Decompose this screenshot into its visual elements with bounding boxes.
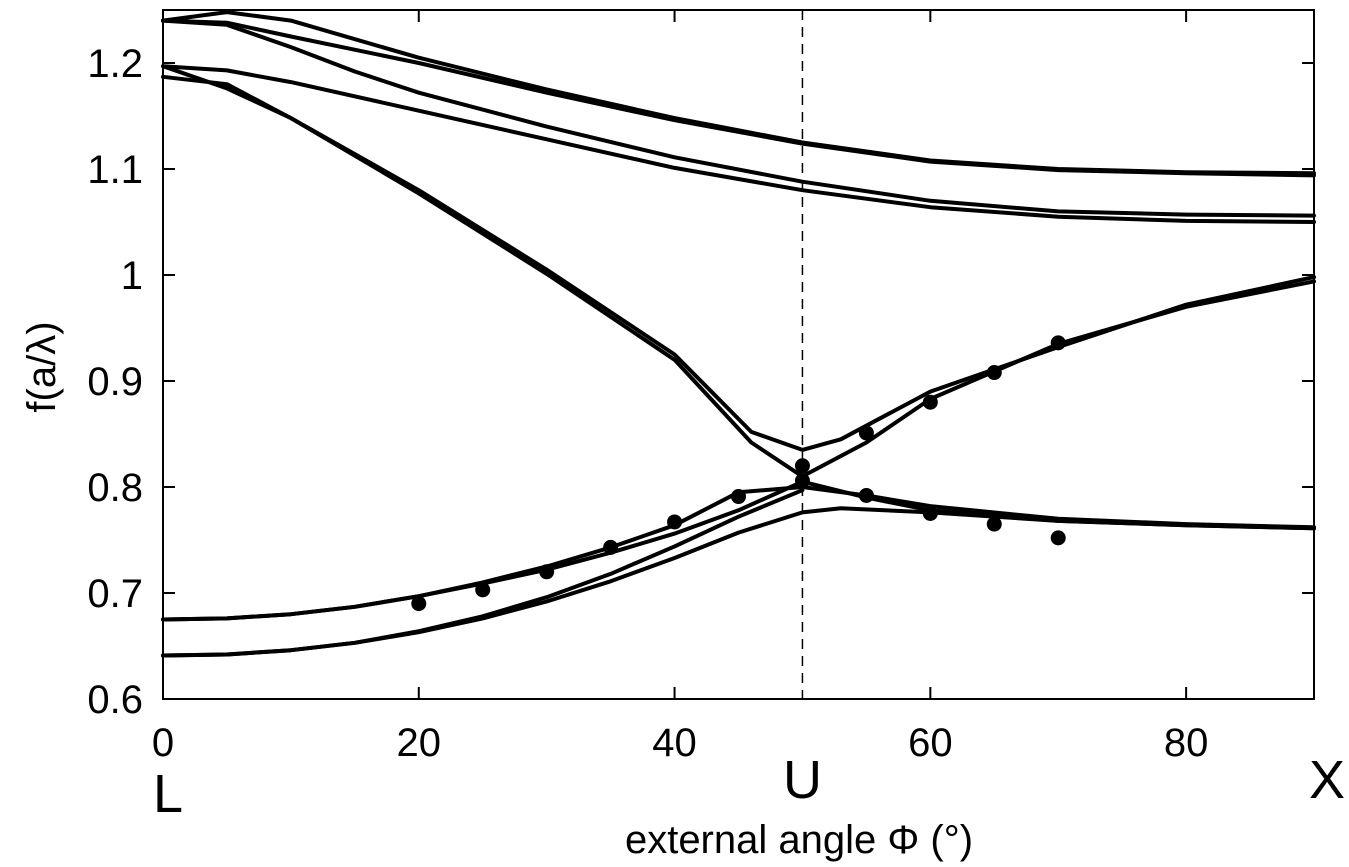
marker-group [411, 335, 1066, 612]
y-axis-ticks: 0.6 0.7 0.8 0.9 1 1.1 1.2 [87, 42, 1314, 722]
series-line-10 [161, 488, 805, 658]
y-tick-label: 0.7 [87, 572, 143, 616]
series-line-6 [161, 64, 1316, 479]
special-point-label-l: L [153, 764, 183, 824]
x-tick-label: 40 [652, 721, 697, 765]
data-marker-13 [986, 365, 1002, 381]
x-tick-label: 60 [908, 721, 953, 765]
special-point-label-u: U [783, 750, 822, 810]
data-marker-16 [1050, 530, 1066, 546]
data-marker-12 [922, 506, 938, 521]
data-marker-6 [731, 489, 746, 505]
y-tick-label: 0.9 [87, 360, 143, 404]
data-marker-11 [922, 394, 938, 410]
data-marker-10 [858, 487, 874, 503]
data-marker-5 [667, 514, 683, 530]
series-line-3 [161, 18, 1316, 218]
data-marker-14 [986, 516, 1002, 532]
series-line-7 [161, 485, 1316, 622]
series-line-9 [161, 506, 1316, 658]
data-marker-9 [858, 425, 874, 441]
series-group [161, 10, 1316, 658]
data-marker-4 [603, 539, 619, 555]
data-marker-1 [411, 596, 427, 612]
series-line-2 [161, 18, 1316, 178]
series-line-4 [161, 64, 1316, 224]
data-marker-7 [794, 458, 810, 474]
y-axis-title: f(a/λ) [20, 321, 64, 412]
y-tick-label: 1.2 [87, 42, 143, 86]
y-tick-label: 0.6 [87, 678, 143, 722]
x-tick-label: 20 [397, 721, 442, 765]
data-marker-8 [794, 473, 810, 489]
plot-area-frame [162, 9, 1315, 700]
special-point-label-x: X [1309, 750, 1345, 810]
x-tick-label: 0 [152, 721, 174, 765]
data-marker-3 [539, 564, 555, 580]
data-marker-15 [1050, 335, 1066, 351]
x-tick-label: 80 [1164, 721, 1209, 765]
y-tick-label: 1 [121, 254, 143, 298]
x-axis-ticks: 0 20 40 60 80 [152, 10, 1208, 765]
y-tick-label: 1.1 [87, 148, 143, 192]
data-marker-2 [475, 582, 491, 598]
y-tick-label: 0.8 [87, 466, 143, 510]
x-axis-title: external angle Φ (°) [625, 818, 973, 862]
